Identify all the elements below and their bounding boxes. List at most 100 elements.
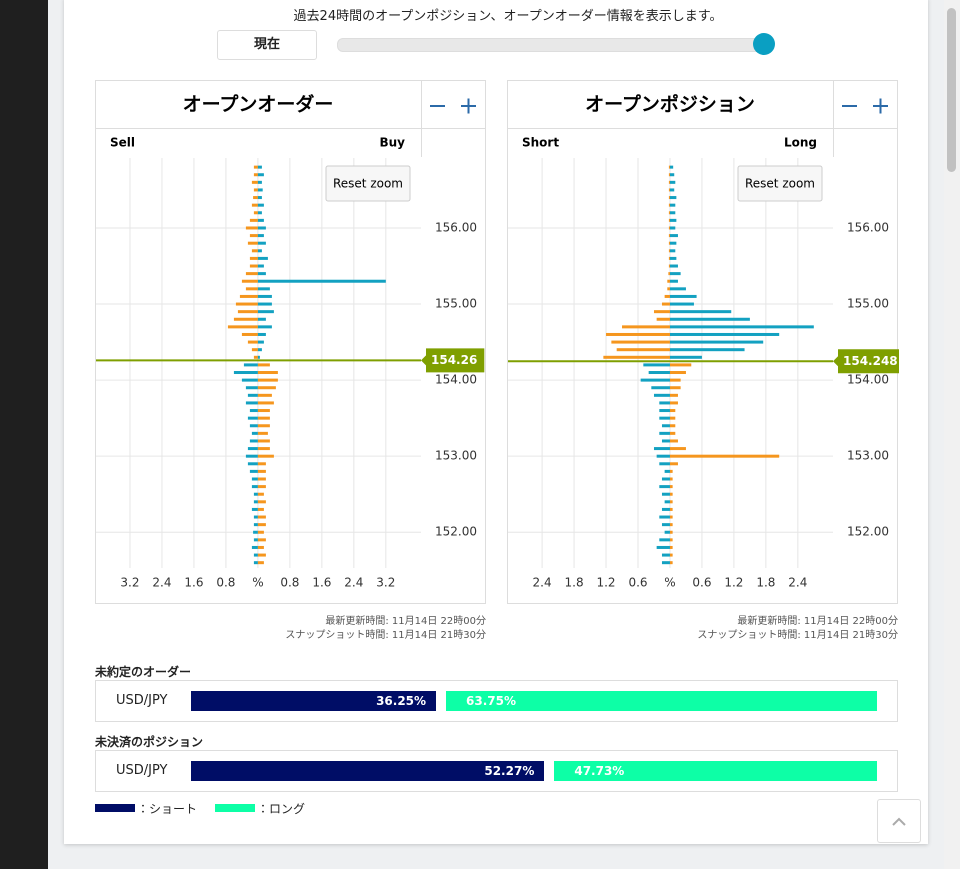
bar bbox=[257, 317, 266, 321]
bar bbox=[653, 393, 670, 397]
bar bbox=[243, 363, 258, 367]
update-time: 最新更新時間: 11月14日 22時00分 bbox=[737, 615, 898, 627]
now-button[interactable]: 現在 bbox=[217, 30, 317, 60]
position-share: 未決済のポジション USD/JPY 52.27% 47.73% bbox=[95, 733, 898, 793]
bar bbox=[257, 310, 274, 314]
bar bbox=[249, 218, 258, 222]
bar bbox=[253, 553, 258, 557]
bar bbox=[253, 538, 258, 542]
side-bar bbox=[0, 0, 48, 869]
bar bbox=[247, 416, 258, 420]
bar bbox=[257, 545, 264, 549]
scrollbar[interactable] bbox=[944, 0, 960, 869]
bar bbox=[661, 492, 670, 496]
bar bbox=[669, 325, 814, 329]
bar bbox=[245, 272, 258, 276]
order-chart: オープンオーダー Sell Buy 3.2 2.4 1.6 0.8% 0.8 1.6 2.4 3.2… bbox=[95, 80, 486, 641]
share-label: 63.75% bbox=[466, 694, 517, 708]
bar bbox=[257, 348, 262, 352]
x-tick-label: 1.8 bbox=[565, 576, 584, 590]
bar bbox=[668, 196, 670, 200]
bar bbox=[253, 523, 258, 527]
bar bbox=[643, 363, 670, 367]
bar bbox=[253, 530, 258, 534]
bar bbox=[669, 378, 681, 382]
bar bbox=[257, 173, 264, 177]
bar bbox=[668, 272, 670, 276]
share-frame: USD/JPY 36.25% 63.75% bbox=[95, 680, 898, 722]
bar bbox=[251, 485, 258, 489]
reset-zoom-button[interactable]: Reset zoom bbox=[737, 165, 823, 202]
bar bbox=[659, 416, 670, 420]
bar bbox=[669, 409, 676, 413]
bar bbox=[251, 477, 258, 481]
zoom-in-button[interactable] bbox=[461, 98, 476, 114]
share-title: 未決済のポジション bbox=[95, 735, 204, 749]
bar bbox=[257, 454, 274, 458]
bar bbox=[669, 256, 677, 260]
bar bbox=[669, 447, 686, 451]
bar bbox=[669, 203, 676, 207]
bar bbox=[664, 469, 670, 473]
bar bbox=[661, 477, 670, 481]
bar bbox=[253, 211, 258, 215]
x-tick-label: 2.4 bbox=[344, 576, 363, 590]
bar bbox=[661, 439, 670, 443]
bar bbox=[659, 431, 670, 435]
bar bbox=[661, 561, 670, 565]
bar bbox=[253, 355, 258, 359]
bar bbox=[669, 416, 676, 420]
bar bbox=[249, 409, 258, 413]
y-tick-label: 153.00 bbox=[847, 449, 889, 463]
reset-zoom-label[interactable]: Reset zoom bbox=[333, 177, 403, 191]
bar bbox=[669, 477, 673, 481]
bar bbox=[257, 165, 262, 169]
bar bbox=[257, 409, 270, 413]
x-tick-label: 2.4 bbox=[152, 576, 171, 590]
zoom-in-button[interactable] bbox=[873, 98, 888, 114]
bar bbox=[668, 165, 670, 169]
bar bbox=[257, 515, 266, 519]
bar bbox=[653, 310, 670, 314]
bar bbox=[257, 431, 268, 435]
share-label: 52.27% bbox=[484, 764, 535, 778]
y-tick-label: 156.00 bbox=[847, 220, 889, 234]
bar bbox=[661, 424, 670, 428]
scrollbar-thumb[interactable] bbox=[947, 8, 956, 172]
reset-zoom-button[interactable]: Reset zoom bbox=[325, 165, 411, 202]
share-label: 36.25% bbox=[376, 694, 427, 708]
bar bbox=[669, 272, 681, 276]
slider-knob[interactable] bbox=[753, 33, 775, 55]
bar bbox=[659, 401, 670, 405]
x-tick-label: 0.8 bbox=[216, 576, 235, 590]
bar bbox=[669, 462, 678, 466]
reset-zoom-label[interactable]: Reset zoom bbox=[745, 177, 815, 191]
bar bbox=[669, 363, 692, 367]
bar bbox=[253, 173, 258, 177]
bar bbox=[257, 325, 272, 329]
pair-label: USD/JPY bbox=[116, 763, 168, 778]
bar bbox=[668, 188, 670, 192]
share-title: 未約定のオーダー bbox=[95, 665, 192, 679]
bar bbox=[661, 553, 670, 557]
bar bbox=[669, 469, 673, 473]
bar bbox=[669, 302, 694, 306]
bar bbox=[233, 317, 258, 321]
share-bar: 36.25% bbox=[191, 691, 437, 711]
share-bar: 47.73% bbox=[554, 761, 877, 781]
bar bbox=[257, 507, 264, 511]
bar bbox=[669, 218, 677, 222]
bar bbox=[669, 530, 673, 534]
pair-label: USD/JPY bbox=[116, 693, 168, 708]
reset-zoom-bg[interactable] bbox=[325, 165, 411, 202]
time-slider[interactable] bbox=[337, 38, 769, 52]
x-tick-label: 2.4 bbox=[788, 576, 807, 590]
reset-zoom-bg[interactable] bbox=[737, 165, 823, 202]
bar bbox=[651, 386, 670, 390]
scroll-top-button[interactable] bbox=[877, 799, 921, 843]
bar bbox=[257, 180, 262, 184]
bar bbox=[253, 165, 258, 169]
bar bbox=[669, 500, 673, 504]
right-header: Buy bbox=[379, 136, 405, 150]
